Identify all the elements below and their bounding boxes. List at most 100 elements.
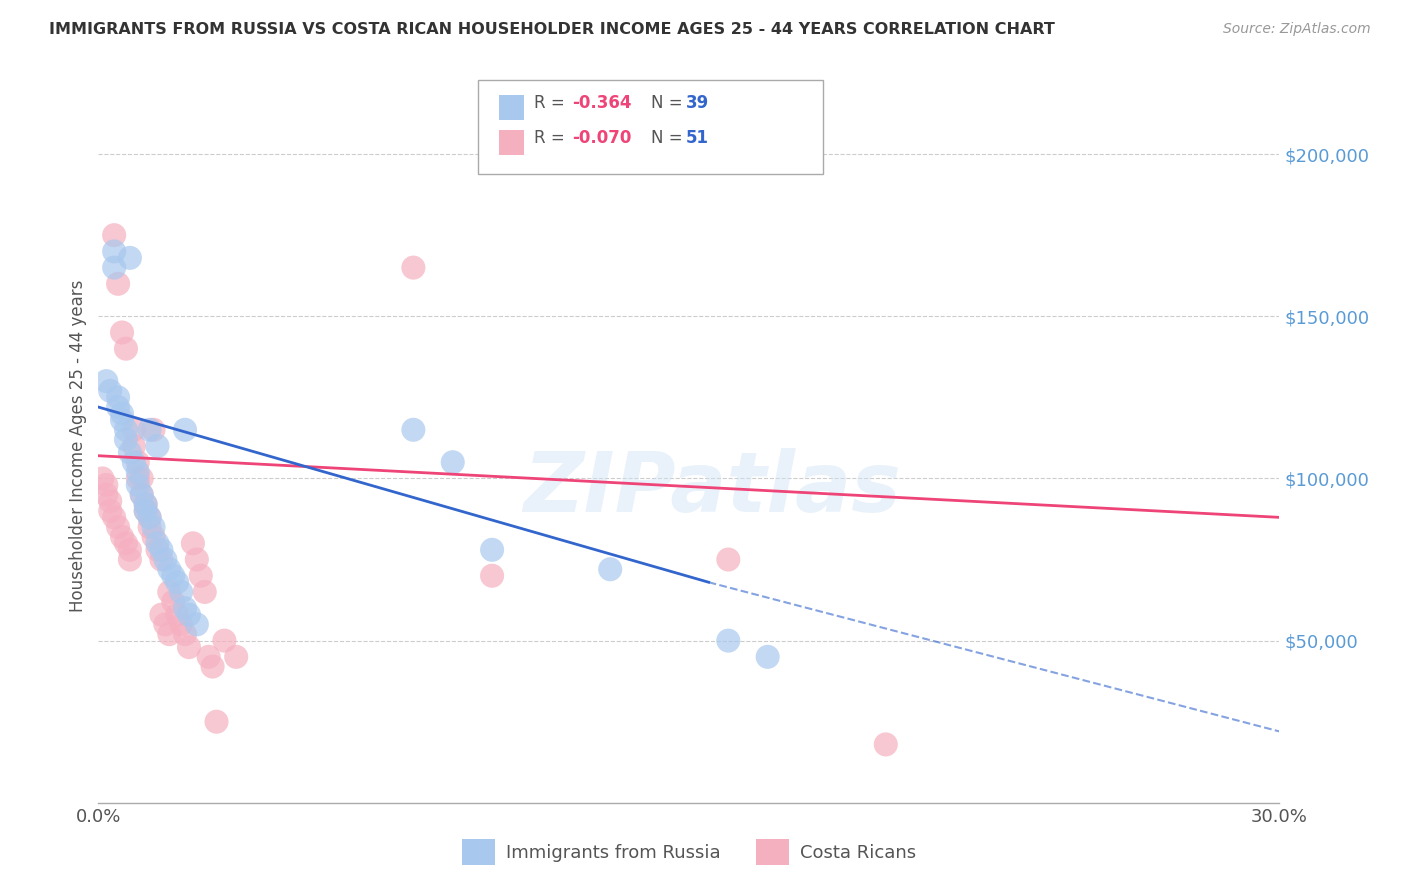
- Point: [186, 617, 208, 632]
- Point: [177, 607, 200, 622]
- Text: Source: ZipAtlas.com: Source: ZipAtlas.com: [1223, 22, 1371, 37]
- Point: [107, 520, 129, 534]
- Point: [98, 494, 121, 508]
- Point: [127, 465, 149, 479]
- Text: ZIPatlas: ZIPatlas: [523, 449, 901, 529]
- Point: [157, 627, 180, 641]
- Text: IMMIGRANTS FROM RUSSIA VS COSTA RICAN HOUSEHOLDER INCOME AGES 25 - 44 YEARS CORR: IMMIGRANTS FROM RUSSIA VS COSTA RICAN HO…: [49, 22, 1054, 37]
- Point: [138, 510, 160, 524]
- Point: [146, 542, 169, 557]
- Point: [162, 568, 184, 582]
- Point: [481, 542, 503, 557]
- Point: [150, 542, 173, 557]
- Point: [98, 384, 121, 398]
- Point: [142, 530, 165, 544]
- Point: [115, 536, 138, 550]
- Text: R =: R =: [534, 94, 571, 112]
- Point: [115, 342, 138, 356]
- Point: [174, 423, 197, 437]
- Point: [111, 407, 134, 421]
- Point: [194, 585, 217, 599]
- Point: [111, 413, 134, 427]
- Point: [157, 562, 180, 576]
- Point: [111, 530, 134, 544]
- Point: [127, 455, 149, 469]
- Point: [150, 552, 173, 566]
- Point: [103, 260, 125, 275]
- Point: [107, 277, 129, 291]
- Point: [146, 536, 169, 550]
- Point: [190, 568, 212, 582]
- Point: [135, 497, 157, 511]
- Point: [122, 455, 145, 469]
- Point: [441, 455, 464, 469]
- Point: [756, 649, 779, 664]
- Point: [131, 488, 153, 502]
- Point: [127, 471, 149, 485]
- Point: [107, 400, 129, 414]
- Point: [875, 738, 897, 752]
- Point: [177, 640, 200, 654]
- Point: [96, 488, 118, 502]
- Point: [131, 488, 153, 502]
- Point: [146, 439, 169, 453]
- Point: [599, 562, 621, 576]
- Y-axis label: Householder Income Ages 25 - 44 years: Householder Income Ages 25 - 44 years: [69, 280, 87, 612]
- Point: [166, 575, 188, 590]
- Point: [170, 617, 193, 632]
- Point: [135, 504, 157, 518]
- Point: [122, 439, 145, 453]
- Point: [96, 374, 118, 388]
- Point: [127, 478, 149, 492]
- Point: [118, 445, 141, 459]
- Point: [135, 504, 157, 518]
- Text: -0.364: -0.364: [572, 94, 631, 112]
- Text: -0.070: -0.070: [572, 129, 631, 147]
- Point: [103, 244, 125, 259]
- Point: [131, 471, 153, 485]
- Text: 51: 51: [686, 129, 709, 147]
- Point: [174, 601, 197, 615]
- Point: [103, 510, 125, 524]
- Point: [107, 390, 129, 404]
- Point: [135, 497, 157, 511]
- Point: [162, 595, 184, 609]
- Text: R =: R =: [534, 129, 571, 147]
- Point: [150, 607, 173, 622]
- Point: [205, 714, 228, 729]
- Point: [115, 433, 138, 447]
- Point: [138, 510, 160, 524]
- Point: [155, 617, 177, 632]
- Point: [402, 423, 425, 437]
- Point: [214, 633, 236, 648]
- Point: [115, 423, 138, 437]
- Point: [201, 659, 224, 673]
- Point: [138, 423, 160, 437]
- Point: [166, 607, 188, 622]
- Point: [138, 520, 160, 534]
- Point: [155, 552, 177, 566]
- Point: [181, 536, 204, 550]
- Point: [481, 568, 503, 582]
- Point: [122, 423, 145, 437]
- Point: [186, 552, 208, 566]
- Point: [197, 649, 219, 664]
- Point: [402, 260, 425, 275]
- Text: N =: N =: [651, 94, 688, 112]
- Point: [717, 552, 740, 566]
- Text: 39: 39: [686, 94, 710, 112]
- Point: [91, 471, 114, 485]
- Point: [225, 649, 247, 664]
- Text: N =: N =: [651, 129, 688, 147]
- Point: [170, 585, 193, 599]
- Point: [157, 585, 180, 599]
- Point: [118, 542, 141, 557]
- Point: [96, 478, 118, 492]
- Point: [717, 633, 740, 648]
- Point: [174, 627, 197, 641]
- Point: [111, 326, 134, 340]
- Legend: Immigrants from Russia, Costa Ricans: Immigrants from Russia, Costa Ricans: [456, 832, 922, 872]
- Point: [142, 423, 165, 437]
- Point: [98, 504, 121, 518]
- Point: [118, 552, 141, 566]
